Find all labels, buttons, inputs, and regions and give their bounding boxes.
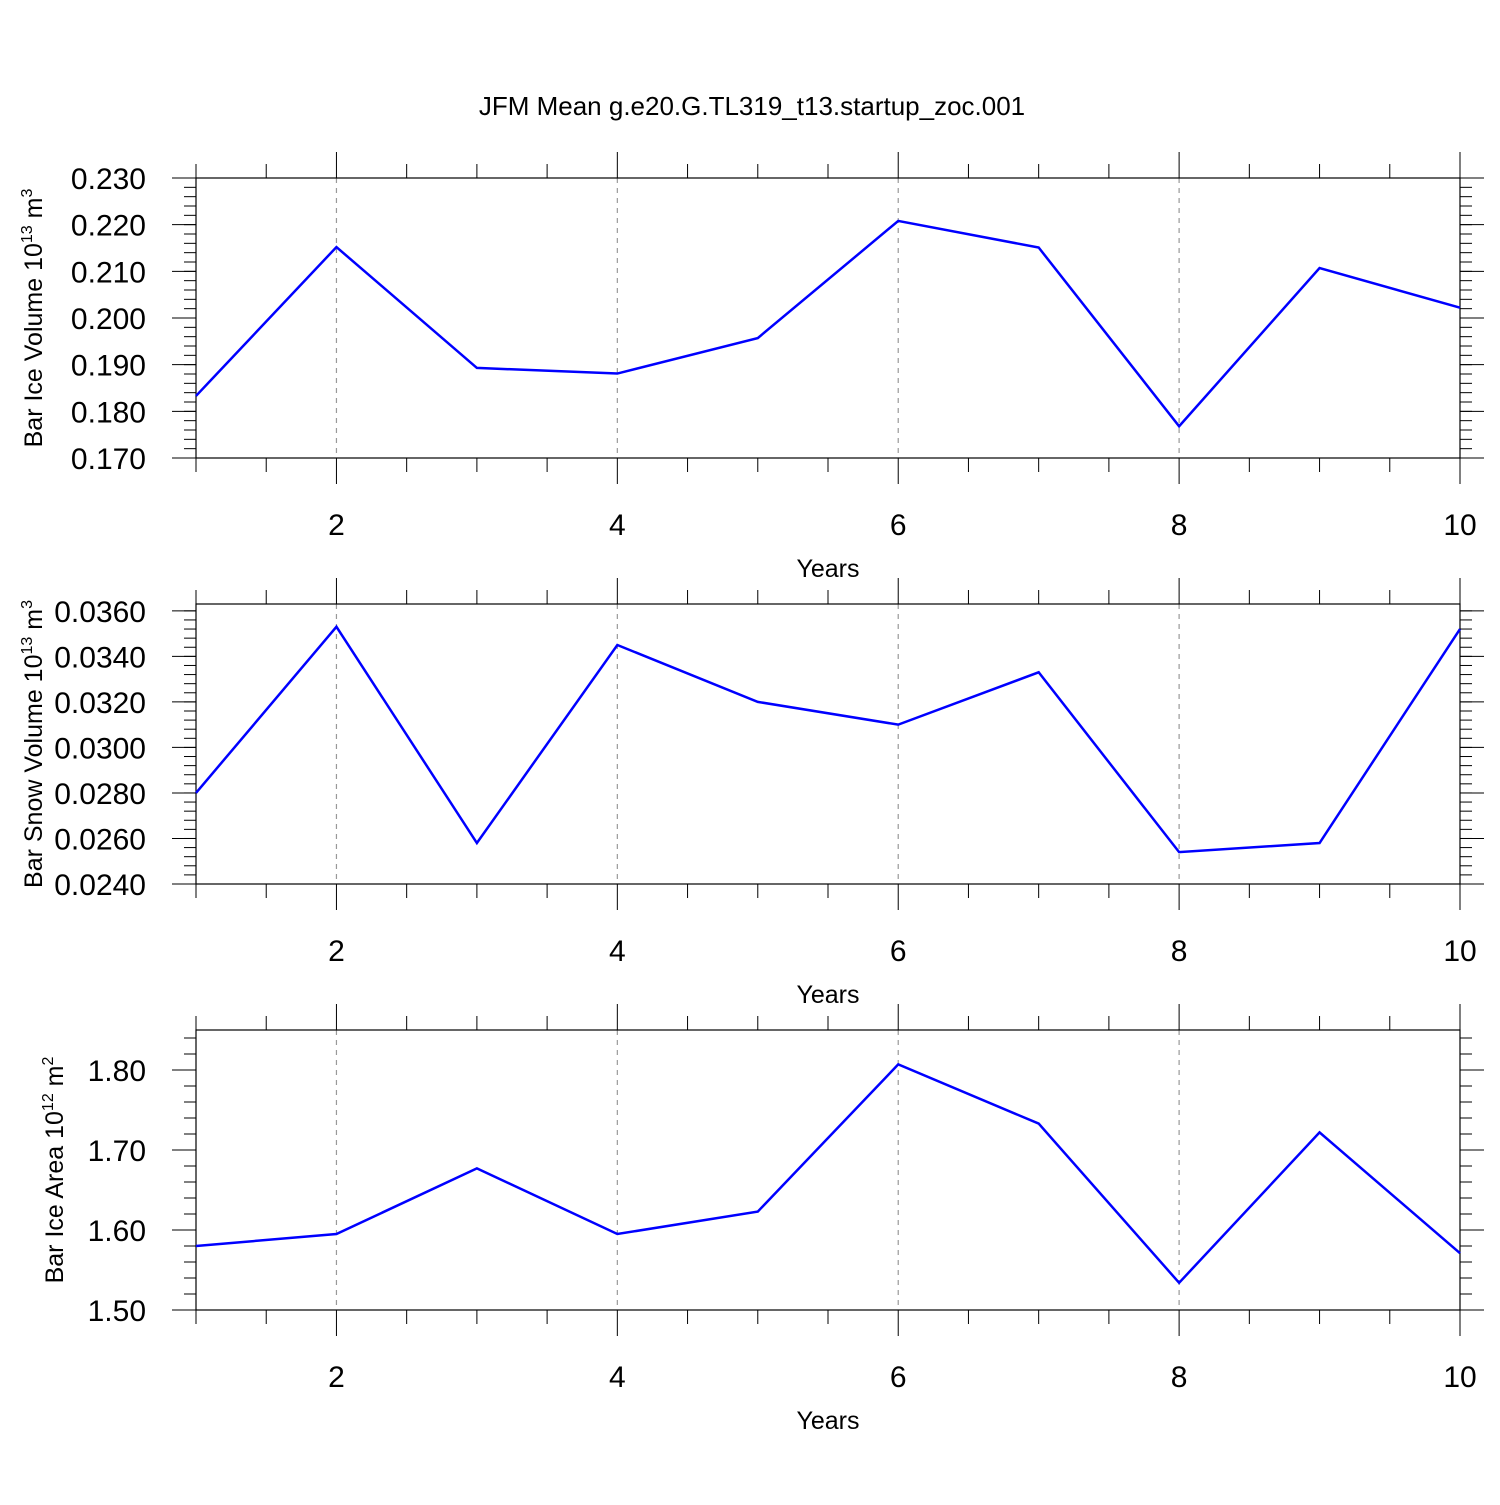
y-axis-title: Bar Ice Area 1012 m2 [40, 1057, 69, 1284]
y-tick-label: 1.70 [88, 1135, 146, 1168]
plot-frame [196, 1030, 1460, 1310]
x-tick-label: 4 [609, 1361, 626, 1394]
plot-frame [196, 178, 1460, 458]
y-axis-title-superscript: 13 [19, 637, 36, 655]
y-tick-label: 0.190 [71, 350, 146, 383]
x-axis-title: Years [796, 981, 859, 1009]
y-tick-label: 0.0360 [54, 596, 146, 629]
series-line [196, 1064, 1460, 1282]
y-tick-label: 0.210 [71, 256, 146, 289]
x-tick-label: 4 [609, 935, 626, 968]
plot-frame [196, 604, 1460, 884]
x-tick-label: 8 [1171, 509, 1188, 542]
y-axis-title-superscript: 13 [19, 225, 36, 243]
x-tick-label: 6 [890, 1361, 907, 1394]
y-tick-label: 1.50 [88, 1295, 146, 1328]
chart-panel-3: 2 4 6 8 10 Years 1.50 1.60 1.70 1.80 Bar Ice Area … [40, 1004, 1484, 1435]
y-axis-title-part: m [20, 198, 48, 226]
x-tick-label: 10 [1443, 509, 1476, 542]
chart-title: JFM Mean g.e20.G.TL319_t13.startup_zoc.0… [479, 91, 1025, 121]
y-axis-title-part: m [20, 609, 48, 637]
y-axis-title-part: m [41, 1066, 69, 1094]
y-tick-label: 0.200 [71, 303, 146, 336]
y-axis-title-part: Bar Snow Volume 10 [20, 655, 48, 888]
y-tick-label: 0.0240 [54, 869, 146, 902]
y-axis-title: Bar Snow Volume 1013 m3 [19, 600, 48, 888]
y-tick-label: 0.180 [71, 396, 146, 429]
chart-panel-2: 2 4 6 8 10 Years 0.0240 0.0260 0.0280 0.0300 0.032… [19, 578, 1484, 1009]
y-tick-label: 0.170 [71, 443, 146, 476]
y-tick-label: 0.230 [71, 163, 146, 196]
y-tick-label: 0.0340 [54, 641, 146, 674]
y-tick-label: 0.0320 [54, 687, 146, 720]
y-tick-label: 0.0300 [54, 732, 146, 765]
x-tick-label: 6 [890, 935, 907, 968]
y-tick-label: 0.0280 [54, 778, 146, 811]
x-tick-label: 10 [1443, 1361, 1476, 1394]
x-tick-label: 2 [328, 935, 345, 968]
x-axis-title: Years [796, 555, 859, 583]
series-line [196, 627, 1460, 852]
y-tick-label: 1.80 [88, 1055, 146, 1088]
y-axis-title-part: Bar Ice Volume 10 [20, 243, 48, 447]
y-axis-title-superscript: 2 [40, 1057, 57, 1066]
chart-panel-1: 2 4 6 8 10 Years 0.170 0.180 0.190 0.200 0.210 0.22… [19, 152, 1484, 583]
y-tick-label: 1.60 [88, 1215, 146, 1248]
series-line [196, 221, 1460, 426]
x-tick-label: 2 [328, 1361, 345, 1394]
x-tick-label: 6 [890, 509, 907, 542]
x-tick-label: 10 [1443, 935, 1476, 968]
y-axis-title-part: Bar Ice Area 10 [41, 1111, 69, 1283]
x-tick-label: 8 [1171, 935, 1188, 968]
x-axis-title: Years [796, 1407, 859, 1435]
y-axis-title-superscript: 3 [19, 600, 36, 609]
y-axis-title-superscript: 12 [40, 1093, 57, 1111]
y-tick-label: 0.0260 [54, 823, 146, 856]
x-tick-label: 4 [609, 509, 626, 542]
y-axis-title: Bar Ice Volume 1013 m3 [19, 189, 48, 448]
y-tick-label: 0.220 [71, 210, 146, 243]
x-tick-label: 8 [1171, 1361, 1188, 1394]
x-tick-label: 2 [328, 509, 345, 542]
y-axis-title-superscript: 3 [19, 189, 36, 198]
